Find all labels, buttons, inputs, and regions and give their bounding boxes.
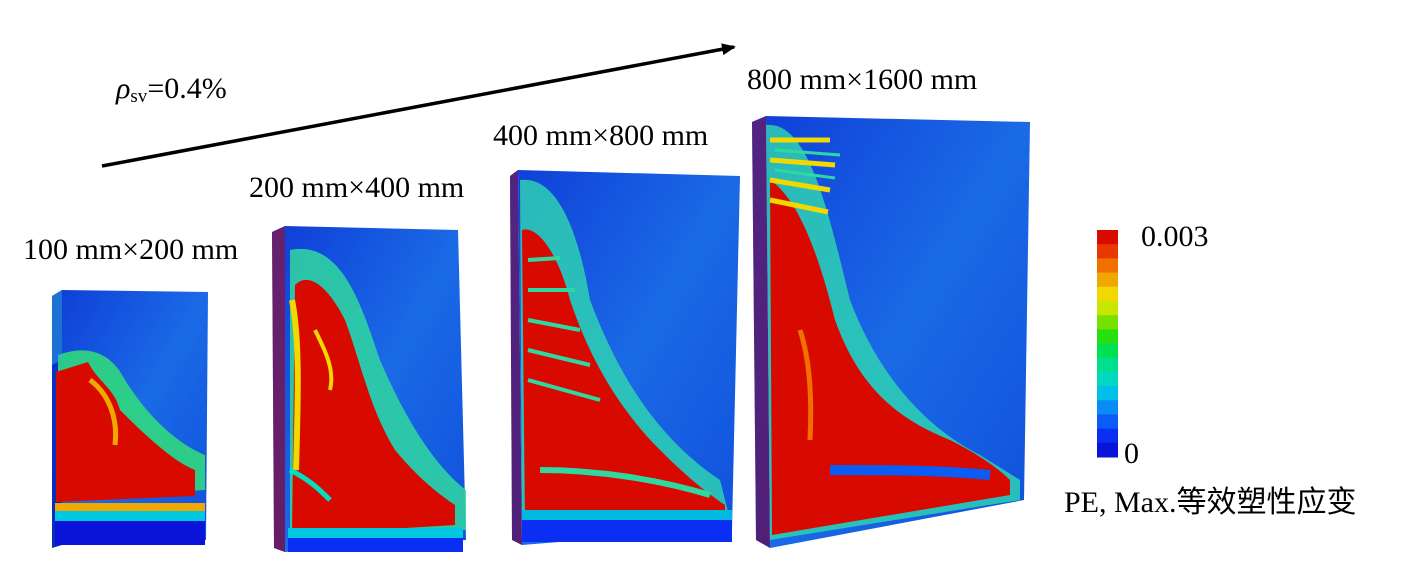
colorbar-swatch [1097, 371, 1118, 387]
colorbar-swatch [1097, 300, 1118, 316]
colorbar-swatch [1097, 244, 1118, 259]
specimen-2-label: 200 mm×400 mm [249, 171, 465, 204]
specimen-3-model [510, 170, 740, 545]
specimen-4-label: 800 mm×1600 mm [747, 63, 978, 96]
colorbar-swatch [1097, 272, 1118, 288]
colorbar-swatch [1097, 286, 1118, 302]
rho-symbol: ρ [116, 72, 131, 105]
colorbar-swatch [1097, 315, 1118, 330]
colorbar-swatch [1097, 414, 1118, 430]
specimen-1-label: 100 mm×200 mm [23, 233, 239, 266]
colorbar-swatch [1097, 442, 1118, 458]
colorbar-swatch [1097, 428, 1118, 444]
colorbar-swatch [1097, 343, 1118, 359]
colorbar-swatch [1097, 400, 1118, 415]
colorbar [1097, 230, 1118, 458]
reinforcement-ratio-label: ρsv=0.4% [116, 72, 227, 108]
rho-subscript: sv [130, 86, 148, 107]
colorbar-swatch [1097, 230, 1118, 245]
specimen-2-model [272, 226, 466, 552]
colorbar-max-label: 0.003 [1141, 220, 1209, 253]
trend-arrow [101, 43, 736, 168]
specimen-3-label: 400 mm×800 mm [493, 119, 709, 152]
specimen-1-model [52, 290, 208, 548]
specimen-4-model [752, 116, 1030, 548]
colorbar-swatch [1097, 258, 1118, 274]
colorbar-swatch [1097, 329, 1118, 344]
rho-value: =0.4% [147, 72, 227, 105]
colorbar-swatch [1097, 357, 1118, 373]
colorbar-title: PE, Max.等效塑性应变 [1064, 486, 1357, 519]
colorbar-min-label: 0 [1124, 437, 1139, 470]
colorbar-swatch [1097, 386, 1118, 401]
